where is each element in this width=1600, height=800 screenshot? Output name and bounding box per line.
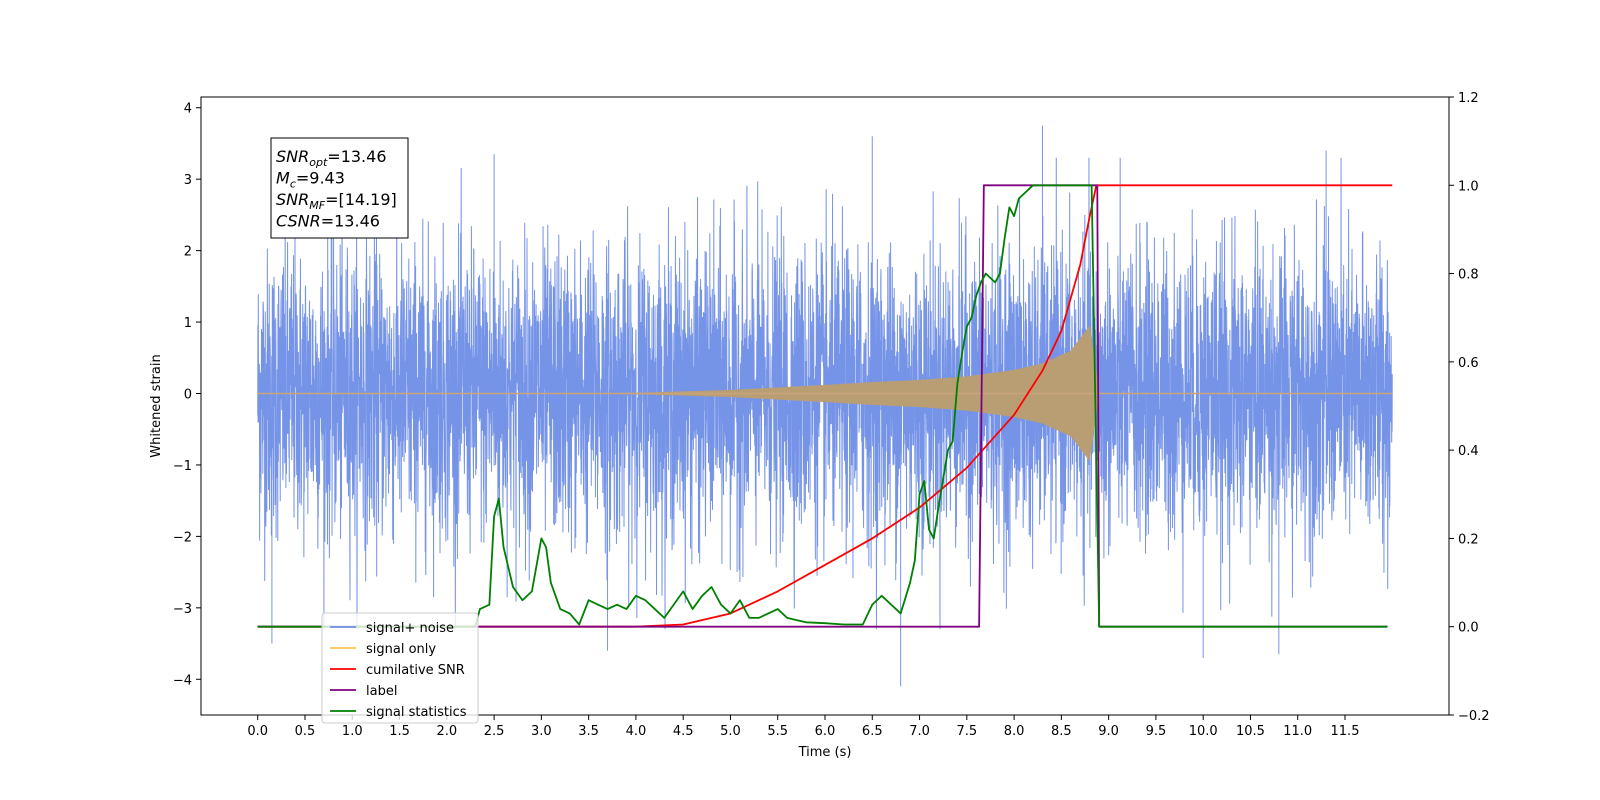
x-tick-label: 3.5 — [578, 724, 599, 739]
x-tick-label: 5.5 — [767, 724, 788, 739]
annotation-line: Mc=9.43 — [276, 169, 345, 191]
annotation-subscript: opt — [309, 156, 328, 169]
x-tick-label: 11.0 — [1283, 724, 1312, 739]
annotation-box: SNRopt=13.46Mc=9.43SNRMF=[14.19]CSNR=13.… — [270, 137, 409, 239]
legend-entry: label — [366, 684, 397, 699]
x-tick-label: 10.5 — [1236, 724, 1265, 739]
annotation-value: =[14.19] — [325, 190, 397, 209]
y2-tick-label: 0.4 — [1458, 444, 1479, 459]
annotation-subscript: MF — [309, 199, 325, 212]
annotation-symbol: M — [276, 169, 290, 188]
x-tick-label: 2.5 — [484, 724, 505, 739]
y-tick-label: −3 — [173, 602, 192, 617]
y-tick-label: 2 — [184, 245, 192, 260]
annotation-line: SNRopt=13.46 — [276, 147, 387, 169]
y-tick-label: −2 — [173, 530, 192, 545]
y-axis-ticks: 4 3 2 1 0 −1 −2 −3 −4 — [173, 102, 201, 688]
y-tick-label: 1 — [184, 316, 192, 331]
legend-entry: signal statistics — [366, 705, 467, 720]
x-tick-label: 6.0 — [815, 724, 836, 739]
x-tick-label: 7.5 — [956, 724, 977, 739]
x-tick-label: 2.0 — [436, 724, 457, 739]
x-tick-label: 7.0 — [909, 724, 930, 739]
x-tick-label: 0.5 — [295, 724, 316, 739]
y-axis-label: Whitened strain — [149, 354, 164, 457]
x-tick-label: 8.0 — [1004, 724, 1025, 739]
y2-tick-label: 0.8 — [1458, 268, 1479, 283]
annotation-value: =9.43 — [296, 169, 345, 188]
annotation-value: =13.46 — [327, 147, 386, 166]
legend-frame — [321, 612, 479, 724]
annotation-line: SNRMF=[14.19] — [276, 190, 397, 212]
x-tick-label: 4.0 — [626, 724, 647, 739]
annotation-symbol: CSNR — [276, 212, 321, 231]
annotation-line: CSNR=13.46 — [276, 212, 380, 231]
series-signal-statistics — [257, 184, 1388, 628]
x-tick-label: 3.0 — [531, 724, 552, 739]
legend-entry: signal only — [366, 642, 436, 657]
y2-axis-ticks: 1.2 1.0 0.8 0.6 0.4 0.2 0.0 −0.2 — [1449, 91, 1490, 724]
x-tick-label: 10.0 — [1189, 724, 1218, 739]
annotation-value: =13.46 — [321, 212, 380, 231]
legend: signal+ noise signal only cumilative SNR la… — [321, 612, 479, 724]
x-tick-label: 9.5 — [1146, 724, 1167, 739]
y2-tick-label: 1.2 — [1458, 91, 1479, 106]
plot-series — [257, 125, 1393, 687]
y2-tick-label: −0.2 — [1458, 709, 1490, 724]
legend-entry: cumilative SNR — [366, 663, 465, 678]
annotation-symbol: SNR — [276, 190, 309, 209]
legend-entry: signal+ noise — [366, 621, 454, 636]
x-axis-label: Time (s) — [798, 745, 852, 760]
y-tick-label: −4 — [173, 673, 192, 688]
y2-tick-label: 1.0 — [1458, 179, 1479, 194]
annotation-frame — [270, 137, 409, 239]
x-axis-ticks: 0.0 0.5 1.0 1.5 2.0 2.5 3.0 3.5 4.0 4.5 5.0 5.5 6.0 6… — [247, 715, 1359, 739]
x-tick-label: 0.0 — [247, 724, 268, 739]
y-tick-label: 4 — [184, 102, 192, 117]
x-tick-label: 8.5 — [1051, 724, 1072, 739]
x-tick-label: 1.5 — [389, 724, 410, 739]
y-tick-label: 0 — [184, 387, 192, 402]
y2-tick-label: 0.2 — [1458, 532, 1479, 547]
x-tick-label: 9.0 — [1098, 724, 1119, 739]
x-tick-label: 5.0 — [720, 724, 741, 739]
y-tick-label: 3 — [184, 173, 192, 188]
x-tick-label: 4.5 — [673, 724, 694, 739]
annotation-subscript: c — [290, 178, 296, 191]
x-tick-label: 1.0 — [342, 724, 363, 739]
x-tick-label: 6.5 — [862, 724, 883, 739]
y-tick-label: −1 — [173, 459, 192, 474]
y2-tick-label: 0.0 — [1458, 621, 1479, 636]
annotation-symbol: SNR — [276, 147, 309, 166]
series-signal-noise — [257, 125, 1393, 687]
x-tick-label: 11.5 — [1331, 724, 1360, 739]
y2-tick-label: 0.6 — [1458, 356, 1479, 371]
